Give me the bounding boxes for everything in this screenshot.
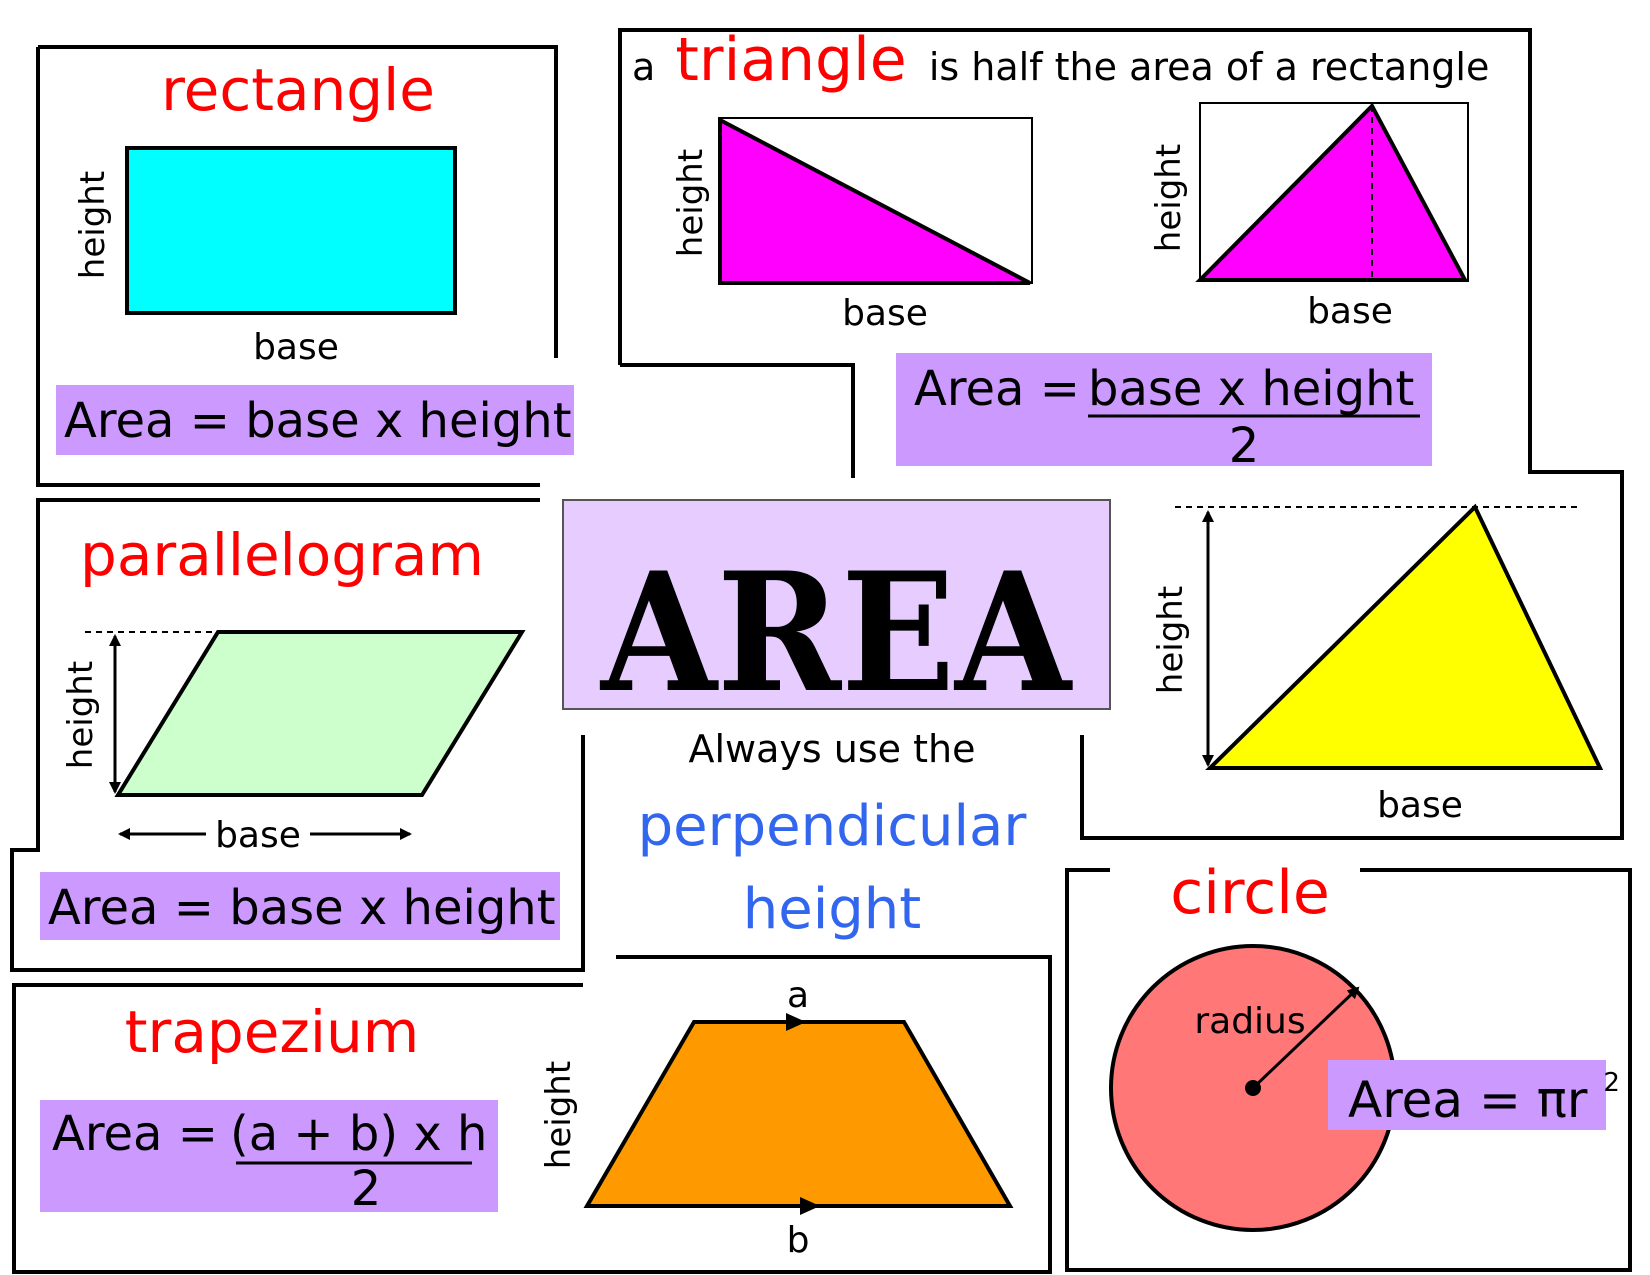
trapezium-panel: trapezium Area = (a + b) x h 2 a b heigh… [12, 955, 1052, 1274]
triangle-title: triangle [675, 25, 906, 95]
triangle-right-height-label: height [1149, 144, 1189, 252]
triangle-right-base-label: base [1307, 291, 1393, 332]
trapezium-top-label: a [787, 975, 809, 1016]
triangle-heading-suffix: is half the area of a rectangle [929, 45, 1490, 89]
circle-panel-border [1065, 868, 1632, 1272]
triangle-formula-denominator: 2 [1229, 418, 1260, 474]
trapezium-formula-numerator: (a + b) x h [230, 1106, 487, 1162]
parallelogram-formula: Area = base x height [48, 880, 556, 936]
rectangle-panel-border-top [38, 45, 558, 358]
trapezium-formula-box [40, 1100, 498, 1212]
triangle-heading: a triangle is half the area of a rectang… [632, 25, 1489, 95]
title-box [562, 499, 1111, 710]
rectangle-title: rectangle [161, 56, 435, 124]
rectangle-formula: Area = base x height [64, 393, 572, 449]
circle-panel: circle radius Area = πr 2 [1065, 858, 1632, 1272]
triangle-right-shape [1195, 102, 1469, 282]
triangle-panel-border [618, 28, 1624, 840]
triangle-left-base-label: base [842, 293, 928, 334]
circle-radius-label: radius [1194, 1001, 1305, 1042]
triangle-panel: a triangle is half the area of a rectang… [618, 25, 1624, 840]
circle-radius-arrow [1251, 986, 1360, 1090]
trapezium-formula-left: Area = [52, 1106, 218, 1162]
triangle-left-shape [718, 116, 1031, 285]
rectangle-panel-border-left [36, 47, 540, 487]
parallelogram-panel-border [10, 498, 585, 972]
parallelogram-panel: parallelogram height base Area = base x … [10, 498, 585, 972]
triangle-formula-numerator: base x height [1088, 361, 1414, 417]
rectangle-base-label: base [253, 327, 339, 368]
circle-formula-box [1328, 1060, 1606, 1130]
center-title-area: AREA Always use the perpendicular height [562, 499, 1111, 942]
triangle-formula-left: Area = [914, 361, 1080, 417]
big-triangle-shape [1205, 503, 1604, 770]
parallelogram-base-label: base [215, 815, 301, 856]
circle-formula-main: Area = πr [1348, 1071, 1588, 1129]
triangle-formula-box [896, 353, 1432, 466]
rectangle-height-label: height [73, 171, 113, 279]
circle-title: circle [1170, 858, 1330, 928]
triangle-heading-prefix: a [632, 45, 655, 89]
trapezium-top-parallel-arrow [786, 1013, 806, 1031]
trapezium-formula-denominator: 2 [351, 1161, 382, 1217]
trapezium-title: trapezium [125, 998, 419, 1066]
center-line-3: height [743, 877, 922, 942]
triangle-panel-border-notch [620, 363, 855, 478]
trapezium-height-label: height [539, 1061, 579, 1169]
parallelogram-title: parallelogram [80, 521, 484, 589]
circle-formula: Area = πr 2 [1348, 1068, 1620, 1129]
trapezium-shape [583, 1020, 1014, 1208]
parallelogram-height-label: height [61, 661, 101, 769]
parallelogram-formula-box [40, 872, 560, 940]
big-triangle-base-label: base [1377, 785, 1463, 826]
center-line-1: Always use the [689, 727, 976, 771]
rectangle-shape [125, 146, 457, 315]
trapezium-bottom-parallel-arrow [800, 1197, 820, 1215]
rectangle-formula-box [56, 385, 574, 455]
triangle-left-height-label: height [671, 149, 711, 257]
page-title: AREA [599, 536, 1073, 729]
rectangle-panel: rectangle height base Area = base x heig… [36, 45, 574, 487]
trapezium-bottom-label: b [787, 1220, 810, 1261]
parallelogram-shape [114, 630, 526, 797]
center-line-2: perpendicular [638, 794, 1028, 859]
trapezium-panel-border [12, 955, 1052, 1274]
circle-formula-exponent: 2 [1603, 1068, 1620, 1098]
big-triangle-height-label: height [1151, 586, 1191, 694]
